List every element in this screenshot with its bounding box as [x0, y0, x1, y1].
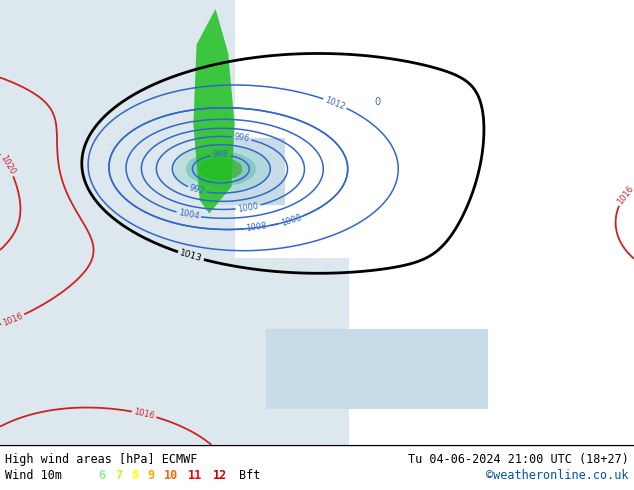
- Text: 8: 8: [131, 469, 138, 482]
- FancyBboxPatch shape: [266, 329, 488, 409]
- Text: 1000: 1000: [237, 201, 259, 214]
- Text: 992: 992: [188, 183, 206, 196]
- Text: 988: 988: [212, 150, 228, 159]
- Text: 1016: 1016: [616, 184, 634, 206]
- FancyBboxPatch shape: [209, 138, 285, 205]
- Text: Bft: Bft: [239, 469, 261, 482]
- Text: 1004: 1004: [178, 208, 200, 221]
- Text: 1016: 1016: [1, 311, 24, 328]
- FancyBboxPatch shape: [0, 0, 235, 445]
- Text: 1013: 1013: [179, 248, 203, 264]
- Text: 9: 9: [148, 469, 155, 482]
- Text: 1012: 1012: [323, 95, 346, 111]
- Text: High wind areas [hPa] ECMWF: High wind areas [hPa] ECMWF: [5, 453, 197, 466]
- Text: 7: 7: [115, 469, 122, 482]
- Text: 1008: 1008: [245, 222, 268, 233]
- Text: 11: 11: [188, 469, 202, 482]
- Text: 1008: 1008: [280, 213, 302, 228]
- Text: 0: 0: [374, 98, 380, 107]
- Text: 1020: 1020: [0, 154, 17, 176]
- Text: Tu 04-06-2024 21:00 UTC (18+27): Tu 04-06-2024 21:00 UTC (18+27): [408, 453, 629, 466]
- Text: 6: 6: [98, 469, 105, 482]
- FancyBboxPatch shape: [0, 258, 349, 445]
- Text: ©weatheronline.co.uk: ©weatheronline.co.uk: [486, 469, 629, 482]
- Text: 1016: 1016: [133, 407, 155, 421]
- Text: 996: 996: [233, 132, 250, 144]
- Text: 12: 12: [212, 469, 226, 482]
- Text: Wind 10m: Wind 10m: [5, 469, 62, 482]
- Text: 10: 10: [164, 469, 178, 482]
- Polygon shape: [193, 9, 235, 214]
